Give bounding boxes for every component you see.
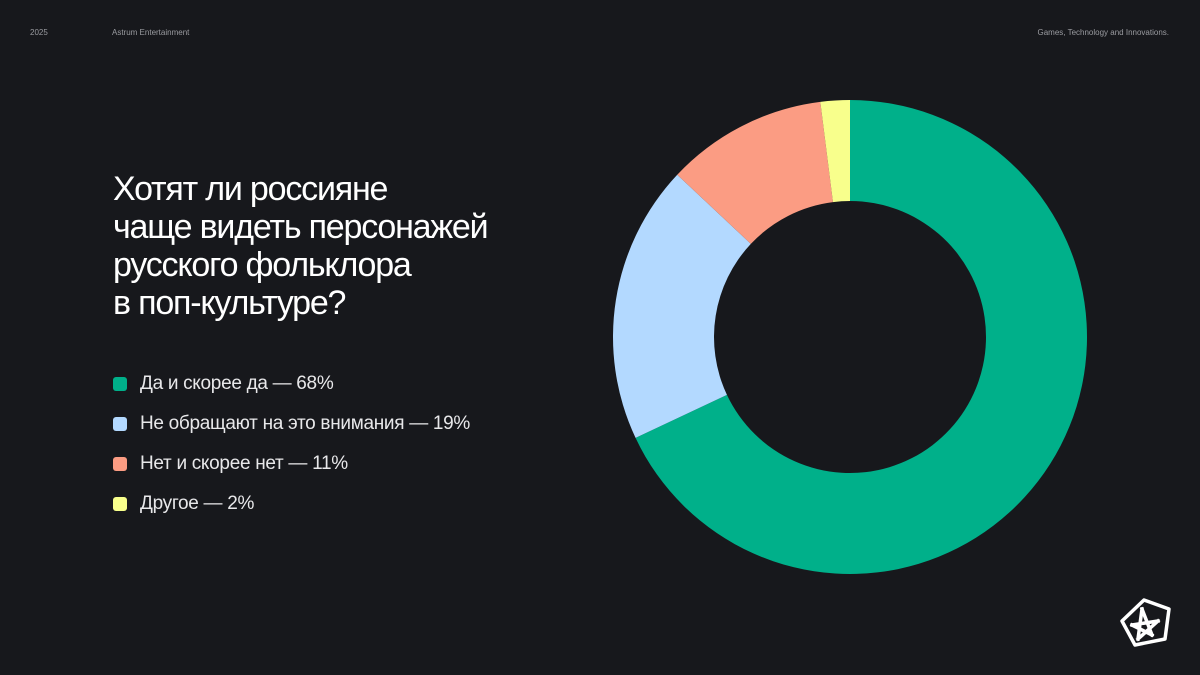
astrum-logo-icon xyxy=(1120,598,1171,647)
donut-chart xyxy=(613,100,1087,574)
donut-slice xyxy=(635,100,1087,574)
tagline: Games, Technology and Innovations. xyxy=(1037,28,1170,37)
legend-swatch-icon xyxy=(113,457,127,471)
chart-legend: Да и скорее да — 68% Не обращают на это … xyxy=(113,364,470,524)
legend-item-other: Другое — 2% xyxy=(113,484,470,524)
legend-item-no: Нет и скорее нет — 11% xyxy=(113,444,470,484)
legend-swatch-icon xyxy=(113,417,127,431)
slide-title: Хотят ли россияне чаще видеть персонажей… xyxy=(113,170,593,322)
year-label: 2025 xyxy=(30,28,48,37)
legend-item-indifferent: Не обращают на это внимания — 19% xyxy=(113,404,470,444)
legend-item-yes: Да и скорее да — 68% xyxy=(113,364,470,404)
donut-slice xyxy=(820,100,850,203)
legend-label: Да и скорее да — 68% xyxy=(140,373,334,394)
top-bar: 2025 Astrum Entertainment Games, Technol… xyxy=(0,28,1200,40)
company-name: Astrum Entertainment xyxy=(112,28,190,37)
donut-slice xyxy=(613,174,751,438)
legend-label: Нет и скорее нет — 11% xyxy=(140,453,348,474)
legend-label: Другое — 2% xyxy=(140,493,255,514)
donut-slice xyxy=(677,101,833,244)
legend-label: Не обращают на это внимания — 19% xyxy=(140,413,471,434)
title-line: чаще видеть персонажей xyxy=(113,208,489,246)
title-line: русского фольклора xyxy=(113,246,412,284)
legend-swatch-icon xyxy=(113,377,127,391)
legend-swatch-icon xyxy=(113,497,127,511)
title-line: Хотят ли россияне xyxy=(113,170,388,208)
title-line: в поп-культуре? xyxy=(113,284,346,322)
